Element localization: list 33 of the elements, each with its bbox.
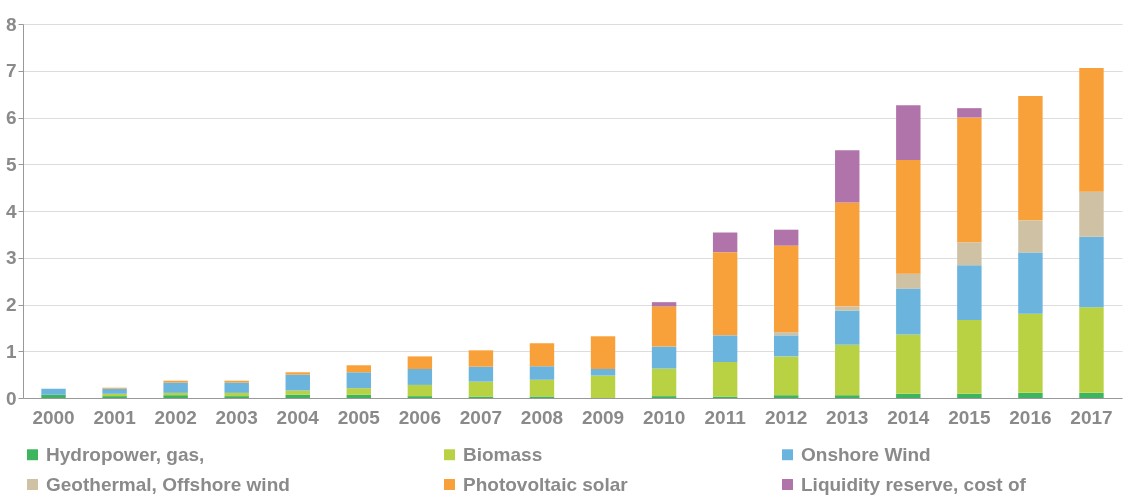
- x-tick-label: 2003: [215, 406, 258, 428]
- x-tick-label: 2002: [154, 406, 197, 428]
- x-tick-label: 2005: [337, 406, 381, 428]
- y-tick-label: 8: [5, 13, 17, 35]
- legend-label: Onshore Wind: [801, 443, 931, 465]
- y-tick-label: 2: [5, 294, 17, 315]
- x-tick-label: 2010: [642, 406, 686, 428]
- legend-label: Biomass: [463, 443, 543, 465]
- y-tick-label: 7: [5, 60, 17, 82]
- x-tick-label: 2008: [520, 406, 564, 428]
- x-tick-label: 2015: [948, 406, 991, 428]
- y-tick-label: 6: [5, 107, 17, 128]
- x-tick-label: 2012: [765, 406, 808, 428]
- x-tick-label: 2006: [398, 406, 441, 428]
- x-tick-label: 2013: [826, 406, 869, 428]
- x-tick-label: 2011: [704, 406, 747, 428]
- y-tick-label: 5: [5, 153, 17, 175]
- legend-label: Liquidity reserve, cost of: [801, 473, 1027, 495]
- y-tick-label: 0: [5, 387, 17, 409]
- x-tick-label: 2009: [581, 406, 625, 428]
- y-tick-label: 3: [5, 247, 17, 269]
- x-tick-label: 2004: [276, 406, 320, 428]
- y-tick-label: 1: [5, 340, 17, 362]
- x-tick-label: 2001: [93, 406, 137, 428]
- x-tick-label: 2000: [32, 406, 75, 428]
- y-tick-label: 4: [5, 200, 17, 222]
- x-tick-label: 2016: [1009, 406, 1052, 428]
- x-tick-label: 2007: [459, 406, 503, 428]
- legend-label: Geothermal, Offshore wind: [46, 473, 290, 495]
- x-tick-label: 2014: [887, 406, 930, 428]
- legend-label: Photovoltaic solar: [463, 473, 629, 495]
- legend-label: Hydropower, gas,: [46, 443, 205, 465]
- x-tick-label: 2017: [1070, 406, 1113, 428]
